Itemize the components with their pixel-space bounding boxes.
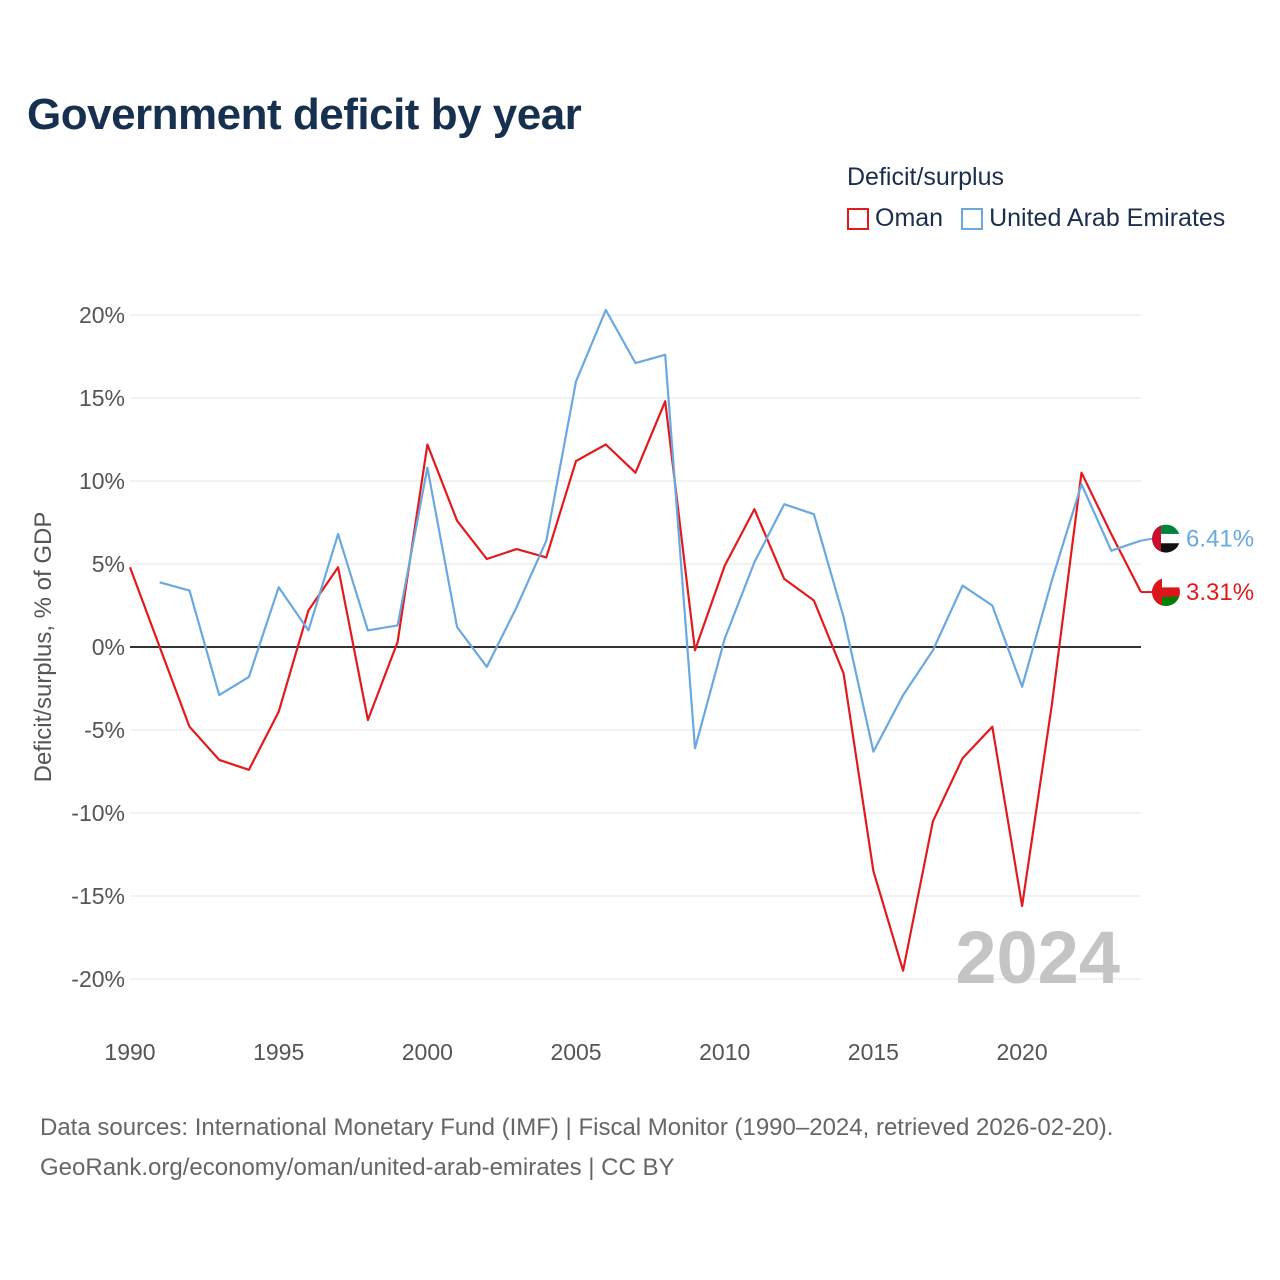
y-tick-label: 20% [79, 302, 125, 328]
y-tick-label: 15% [79, 385, 125, 411]
x-tick-label: 2000 [402, 1039, 453, 1065]
y-tick-label: 5% [92, 551, 125, 577]
uae-end-connector [1140, 537, 1154, 542]
x-tick-label: 2020 [996, 1039, 1047, 1065]
x-tick-label: 2010 [699, 1039, 750, 1065]
footer: Data sources: International Monetary Fun… [40, 1108, 1113, 1188]
x-tick-label: 2015 [848, 1039, 899, 1065]
chart-title: Government deficit by year [27, 90, 582, 139]
legend-item-uae[interactable]: United Arab Emirates [961, 204, 1225, 233]
series-line-oman[interactable] [128, 400, 1142, 972]
y-tick-label: 10% [79, 468, 125, 494]
y-tick-label: -10% [71, 800, 125, 826]
legend-title: Deficit/surplus [847, 163, 1004, 191]
legend-swatch-oman [847, 207, 869, 230]
data-sources-text: Data sources: International Monetary Fun… [40, 1114, 1114, 1141]
y-tick-label: -15% [71, 883, 125, 909]
oman-end-value-label: 3.31% [1186, 579, 1254, 606]
line-chart: 20% 15% 10% 5% 0% -5% -10% -15% -20% 1990 1995 2000… [30, 302, 1254, 1065]
y-tick-label: 0% [92, 634, 125, 660]
y-tick-label: -20% [71, 966, 125, 992]
series-line-uae[interactable] [159, 308, 1142, 753]
x-tick-label: 2005 [550, 1039, 601, 1065]
credit-text: GeoRank.org/economy/oman/united-arab-emi… [40, 1154, 675, 1181]
oman-flag-icon [1152, 578, 1180, 607]
legend-label-oman: Oman [875, 204, 944, 232]
legend-item-oman[interactable]: Oman [847, 204, 943, 233]
uae-end-value-label: 6.41% [1186, 526, 1254, 553]
legend-swatch-uae [961, 207, 984, 230]
uae-flag-icon [1152, 524, 1180, 553]
y-tick-label: -5% [84, 717, 125, 743]
year-watermark: 2024 [955, 916, 1120, 999]
legend: Oman United Arab Emirates [847, 204, 1243, 233]
x-tick-label: 1990 [104, 1039, 155, 1065]
legend-label-uae: United Arab Emirates [989, 204, 1226, 232]
y-axis-title: Deficit/surplus, % of GDP [30, 512, 57, 783]
x-tick-label: 1995 [253, 1039, 304, 1065]
